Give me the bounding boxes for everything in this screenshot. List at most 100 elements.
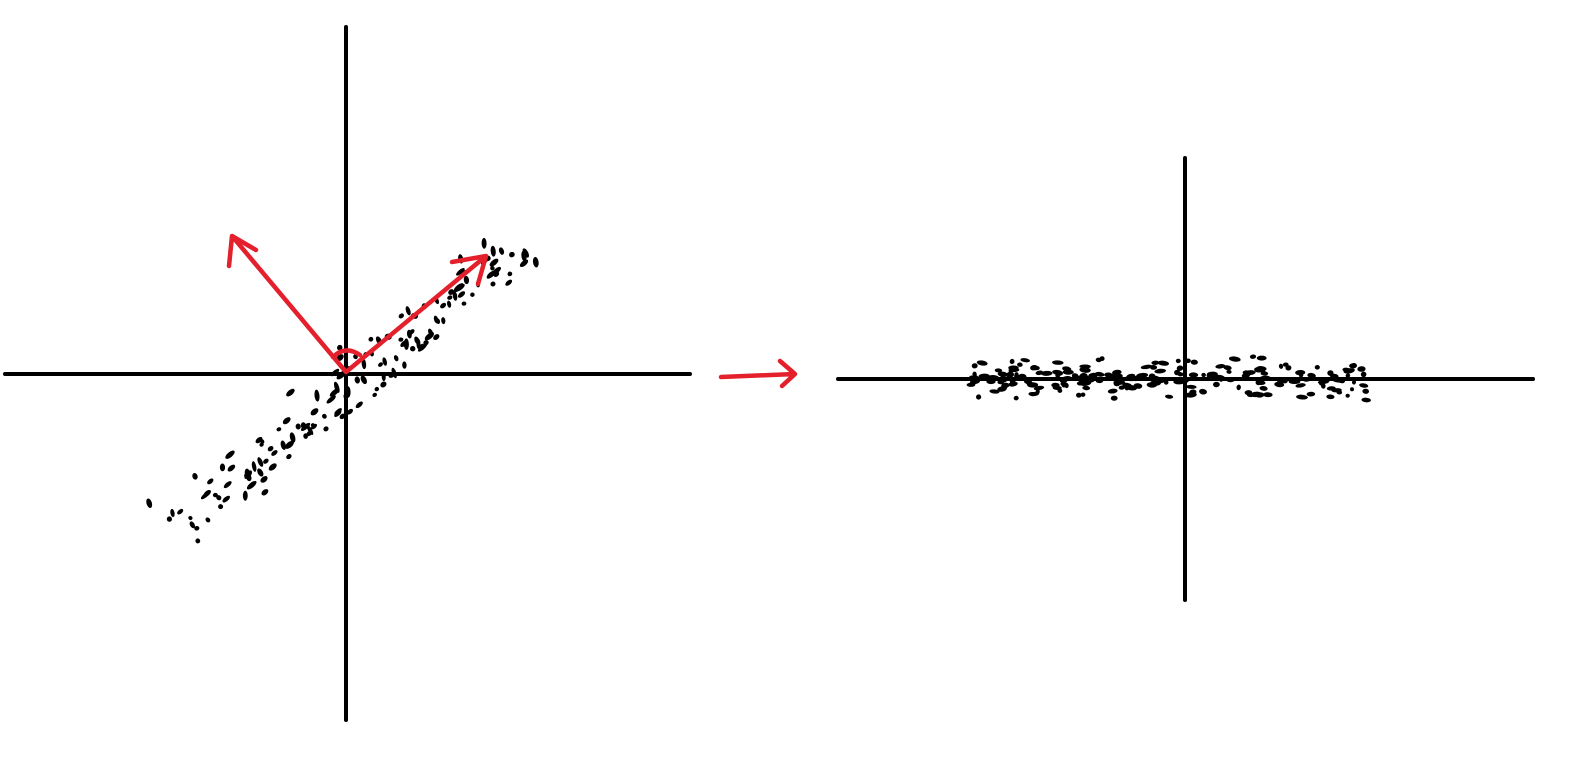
point bbox=[978, 373, 990, 379]
point bbox=[448, 289, 455, 296]
point bbox=[1017, 362, 1023, 367]
point bbox=[388, 371, 395, 378]
point bbox=[1104, 372, 1113, 378]
point bbox=[194, 525, 200, 531]
point bbox=[1111, 372, 1121, 378]
first-component-arrow bbox=[343, 253, 489, 375]
point bbox=[1307, 372, 1316, 379]
point bbox=[1226, 377, 1235, 383]
point bbox=[329, 388, 340, 397]
point bbox=[1110, 395, 1118, 401]
point bbox=[257, 468, 264, 477]
point bbox=[453, 283, 464, 293]
point bbox=[410, 345, 416, 352]
point bbox=[1342, 367, 1351, 372]
point bbox=[1157, 360, 1170, 366]
point bbox=[203, 489, 211, 497]
point bbox=[1185, 392, 1197, 398]
point bbox=[1278, 363, 1284, 369]
point bbox=[1165, 394, 1174, 399]
point bbox=[393, 355, 399, 362]
point bbox=[1035, 388, 1040, 395]
point bbox=[1118, 385, 1125, 390]
point bbox=[1095, 357, 1102, 363]
point bbox=[1076, 392, 1082, 398]
point bbox=[170, 508, 175, 518]
point bbox=[490, 265, 495, 271]
point bbox=[361, 358, 367, 370]
point bbox=[1255, 380, 1266, 386]
point bbox=[1014, 373, 1020, 379]
point bbox=[1259, 385, 1268, 391]
point bbox=[192, 472, 198, 480]
point bbox=[1061, 382, 1067, 388]
point bbox=[1136, 372, 1149, 379]
point bbox=[380, 381, 387, 388]
right-plot bbox=[836, 156, 1535, 602]
point bbox=[1295, 369, 1306, 376]
point bbox=[1033, 385, 1045, 391]
point bbox=[1009, 358, 1015, 365]
point bbox=[1062, 366, 1071, 372]
point bbox=[1206, 373, 1216, 378]
point bbox=[1185, 358, 1191, 364]
point bbox=[509, 251, 515, 258]
point bbox=[1107, 388, 1118, 394]
point bbox=[245, 473, 252, 482]
point bbox=[382, 357, 387, 366]
point bbox=[532, 256, 539, 268]
point bbox=[1314, 364, 1320, 370]
point bbox=[1339, 378, 1345, 383]
point bbox=[326, 395, 336, 404]
point bbox=[1023, 379, 1033, 385]
point bbox=[1032, 365, 1040, 371]
point bbox=[1007, 371, 1014, 378]
point bbox=[457, 291, 466, 298]
point bbox=[997, 386, 1007, 392]
point bbox=[372, 392, 378, 398]
point bbox=[1151, 360, 1160, 366]
point bbox=[975, 378, 980, 384]
point bbox=[322, 413, 327, 419]
point bbox=[1277, 379, 1284, 385]
point bbox=[263, 458, 269, 464]
point bbox=[1008, 365, 1019, 371]
point bbox=[1079, 364, 1091, 369]
point bbox=[323, 426, 329, 432]
point bbox=[1249, 354, 1257, 359]
point bbox=[976, 394, 982, 400]
point bbox=[521, 250, 527, 262]
point bbox=[420, 343, 425, 349]
point bbox=[1008, 381, 1018, 387]
point bbox=[216, 495, 222, 501]
point bbox=[1226, 369, 1232, 374]
point bbox=[1152, 380, 1162, 386]
point bbox=[188, 515, 193, 521]
right-angle-mark bbox=[330, 348, 363, 360]
point bbox=[1326, 394, 1335, 400]
point bbox=[271, 450, 278, 456]
point bbox=[1215, 364, 1226, 369]
point bbox=[1035, 370, 1044, 376]
point bbox=[456, 267, 465, 276]
point bbox=[1188, 372, 1199, 378]
point bbox=[470, 292, 475, 297]
point bbox=[424, 332, 435, 341]
point bbox=[1154, 368, 1166, 374]
point bbox=[1052, 385, 1062, 391]
point bbox=[219, 463, 226, 472]
point bbox=[1133, 383, 1143, 389]
point bbox=[378, 362, 383, 367]
point bbox=[452, 291, 458, 301]
point bbox=[1345, 373, 1351, 378]
point bbox=[310, 408, 319, 416]
point bbox=[259, 438, 265, 444]
point bbox=[1020, 358, 1030, 363]
point bbox=[212, 492, 218, 498]
point bbox=[1295, 383, 1306, 388]
point bbox=[1223, 365, 1232, 371]
point bbox=[1318, 380, 1325, 386]
point bbox=[440, 302, 447, 309]
point bbox=[441, 317, 446, 325]
